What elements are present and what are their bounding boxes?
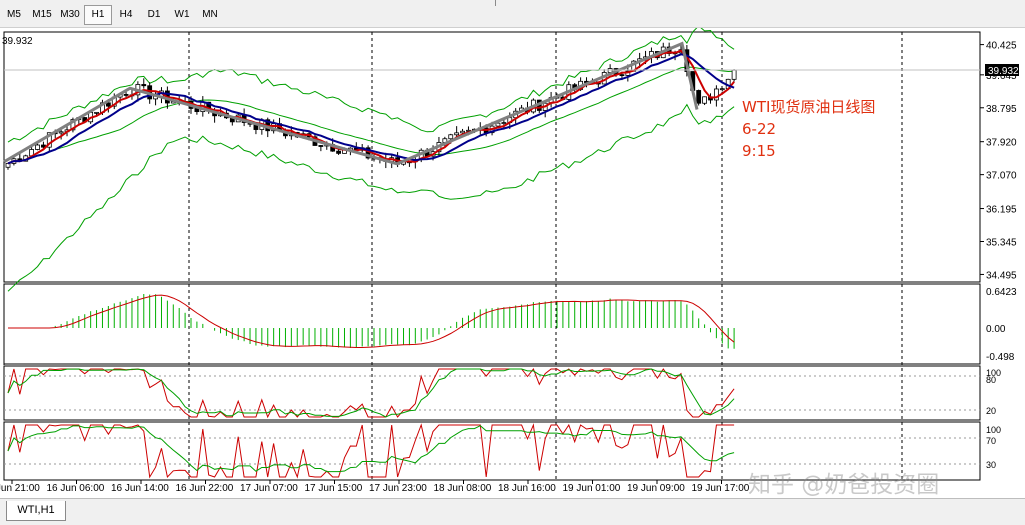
- upper-band: [7, 28, 735, 143]
- macd-axis-label: 0.6423: [986, 287, 1017, 298]
- price-axis: 40.425 39.645 38.795 37.920 37.070 36.195 35.3…: [4, 41, 1017, 470]
- time-axis-label: 16 Jun 06:00: [47, 483, 105, 494]
- candle-body: [696, 90, 702, 104]
- candle-body: [123, 94, 129, 96]
- candle-body: [5, 162, 11, 168]
- stoch-axis-label: 80: [986, 375, 996, 385]
- watermark: 知乎 @奶爸投资圈: [748, 472, 939, 498]
- osc-main-line: [7, 423, 735, 479]
- candle-body: [448, 134, 454, 140]
- candle-body: [70, 119, 76, 131]
- panel-frames: [3, 31, 981, 481]
- moving-averages: [7, 49, 735, 165]
- candle-body: [702, 96, 707, 104]
- current-price-tag: 39.932: [985, 64, 1019, 77]
- timeframe-button-w1[interactable]: W1: [174, 9, 190, 20]
- time-axis-label: 18 Jun 16:00: [498, 483, 556, 494]
- time-axis-label: 19 Jun 01:00: [563, 483, 621, 494]
- candle-body: [501, 122, 507, 124]
- osc-signal-line: [7, 368, 735, 418]
- candle-body: [58, 131, 64, 134]
- time-axis-label: 18 Jun 08:00: [434, 483, 492, 494]
- candle-body: [619, 74, 625, 77]
- candle-body: [318, 145, 324, 147]
- candle-body: [94, 111, 99, 114]
- zigzag-path: [3, 41, 699, 166]
- stochastic-panel: [4, 368, 980, 419]
- fast-ma-line: [7, 49, 735, 165]
- price-axis-label: 38.795: [986, 104, 1017, 115]
- price-axis-label: 35.345: [986, 237, 1017, 248]
- annotation-time: 9:15: [742, 142, 776, 160]
- candle-body: [141, 84, 147, 87]
- osc-axis-label: 100: [986, 425, 1001, 435]
- candle-body: [336, 150, 341, 154]
- macd-axis-label: -0.498: [986, 352, 1015, 363]
- macd-axis-label: 0.00: [986, 324, 1006, 335]
- timeframe-button-m15[interactable]: M15: [32, 9, 52, 20]
- time-axis-label: 16 Jun 22:00: [176, 483, 234, 494]
- candle-body: [719, 88, 725, 91]
- time-axis-label: 15 Jun 21:00: [0, 483, 40, 494]
- timeframe-button-mn[interactable]: MN: [202, 9, 218, 20]
- stoch-axis-label: 100: [986, 368, 1001, 378]
- annotation-text: WTI现货原油日线图 6-22 9:15: [742, 98, 875, 160]
- candle-body: [46, 132, 52, 148]
- candle-body: [495, 122, 501, 127]
- time-axis-label: 19 Jun 09:00: [627, 483, 685, 494]
- candle-body: [35, 144, 40, 150]
- candle-body: [105, 102, 111, 107]
- price-axis-label: 37.920: [986, 138, 1017, 149]
- price-axis-label: 39.645: [986, 71, 1017, 82]
- candle-body: [731, 69, 737, 80]
- time-axis-label: 17 Jun 07:00: [240, 483, 298, 494]
- candle-body: [454, 132, 460, 136]
- timeframe-button-group: M5 M15 M30 H1 H4 D1 W1 MN: [0, 5, 224, 25]
- middle-band: [7, 66, 735, 164]
- time-axis-label: 17 Jun 23:00: [369, 483, 427, 494]
- timeframe-button-h1[interactable]: H1: [84, 5, 112, 25]
- timeframe-button-m5[interactable]: M5: [7, 9, 21, 20]
- macd-signal-line: [8, 294, 735, 348]
- price-axis-label: 40.425: [986, 41, 1017, 52]
- slow-ma-line: [7, 53, 735, 165]
- panel-frame: [3, 31, 981, 283]
- chart-window[interactable]: 40.425 39.645 38.795 37.920 37.070 36.195 35.3…: [0, 28, 1025, 498]
- oscillator-panel: [4, 423, 980, 479]
- top-left-price: 39.932: [2, 36, 33, 47]
- macd-panel: [8, 294, 735, 349]
- toolbar-separator: [495, 0, 496, 6]
- time-axis-label: 16 Jun 14:00: [111, 483, 169, 494]
- timeframe-toolbar: M5 M15 M30 H1 H4 D1 W1 MN: [0, 0, 1025, 28]
- price-axis-label: 36.195: [986, 205, 1017, 216]
- current-price-label: 39.932: [988, 66, 1019, 77]
- osc-axis-label: 70: [986, 436, 996, 446]
- zigzag-line: [3, 41, 699, 166]
- stoch-axis-label: 20: [986, 406, 996, 416]
- timeframe-button-h4[interactable]: H4: [119, 9, 133, 20]
- panel-frame: [3, 421, 981, 481]
- candle-body: [460, 130, 465, 134]
- timeframe-button-d1[interactable]: D1: [147, 9, 161, 20]
- osc-axis-label: 30: [986, 460, 996, 470]
- annotation-date: 6-22: [742, 120, 776, 138]
- panel-frame: [3, 283, 981, 365]
- time-axis: 15 Jun 21:00 16 Jun 06:00 16 Jun 14:00 16 J…: [0, 480, 750, 494]
- bollinger-bands: [7, 28, 735, 292]
- time-axis-label: 17 Jun 15:00: [305, 483, 363, 494]
- price-axis-label: 37.070: [986, 171, 1017, 182]
- time-axis-label: 19 Jun 17:00: [692, 483, 750, 494]
- chart-tab-bar: WTI,H1: [0, 498, 1025, 525]
- price-axis-label: 34.495: [986, 270, 1017, 281]
- annotation-title: WTI现货原油日线图: [742, 98, 875, 116]
- lower-band: [7, 103, 735, 292]
- candle-body: [713, 88, 719, 101]
- timeframe-button-m30[interactable]: M30: [60, 9, 80, 20]
- osc-signal-line: [7, 425, 735, 473]
- chart-tab-wti-h1[interactable]: WTI,H1: [6, 501, 66, 521]
